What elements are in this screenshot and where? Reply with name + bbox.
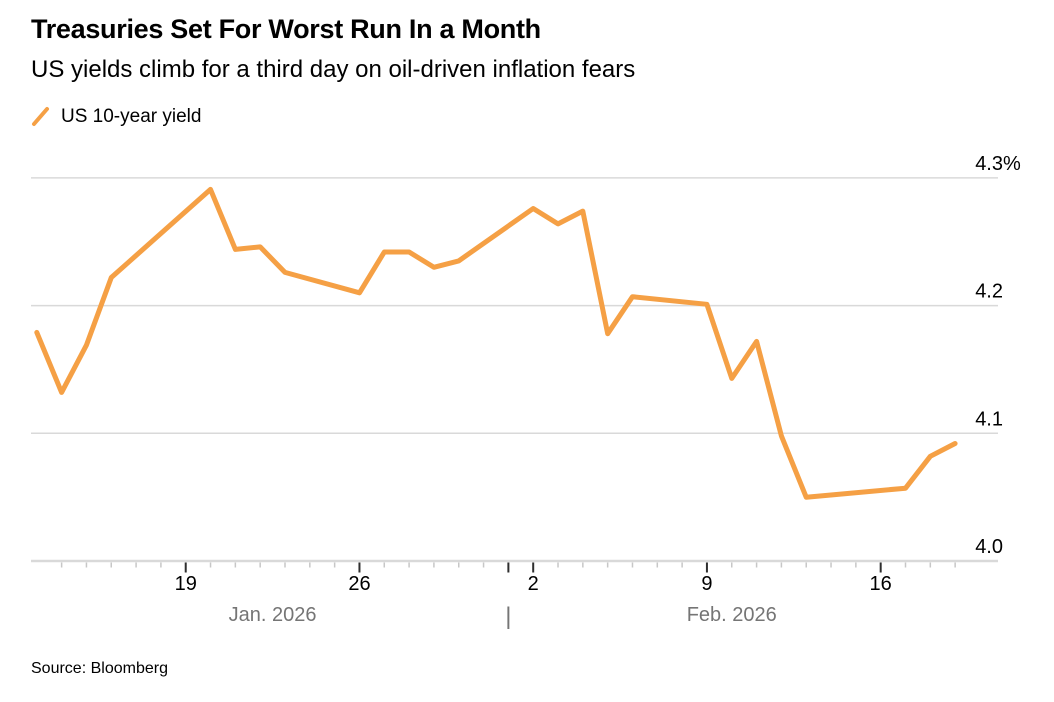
y-axis-label: 4.2 — [975, 281, 1003, 303]
month-separator: | — [505, 603, 511, 630]
legend: US 10-year yield — [30, 106, 201, 128]
y-axis-label: 4.3 — [975, 153, 1003, 175]
chart-subtitle: US yields climb for a third day on oil-d… — [31, 56, 636, 83]
x-axis-day-label: 2 — [528, 573, 539, 595]
x-axis-day-label: 26 — [348, 573, 370, 595]
month-label: Jan. 2026 — [229, 604, 317, 626]
x-axis-day-label: 19 — [175, 573, 197, 595]
legend-label: US 10-year yield — [61, 106, 202, 127]
y-axis-label: 4.1 — [975, 408, 1003, 430]
x-axis-day-label: 16 — [870, 573, 892, 595]
source-credit: Source: Bloomberg — [31, 660, 168, 677]
y-axis-label: 4.0 — [975, 536, 1003, 558]
month-label: Feb. 2026 — [687, 604, 777, 626]
y-axis-percent-label: % — [1003, 153, 1021, 175]
yield-line — [34, 186, 958, 500]
chart-title: Treasuries Set For Worst Run In a Month — [31, 14, 541, 44]
x-axis-day-label: 9 — [701, 573, 712, 595]
legend-slash-icon — [32, 107, 49, 126]
